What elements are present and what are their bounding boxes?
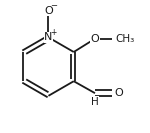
Text: CH₃: CH₃	[116, 34, 135, 44]
Text: +: +	[50, 28, 57, 37]
Text: O: O	[91, 34, 99, 44]
Text: N: N	[44, 32, 53, 42]
Text: O: O	[44, 6, 53, 16]
Text: O: O	[115, 88, 123, 98]
Text: −: −	[51, 1, 57, 10]
Text: H: H	[91, 97, 99, 107]
